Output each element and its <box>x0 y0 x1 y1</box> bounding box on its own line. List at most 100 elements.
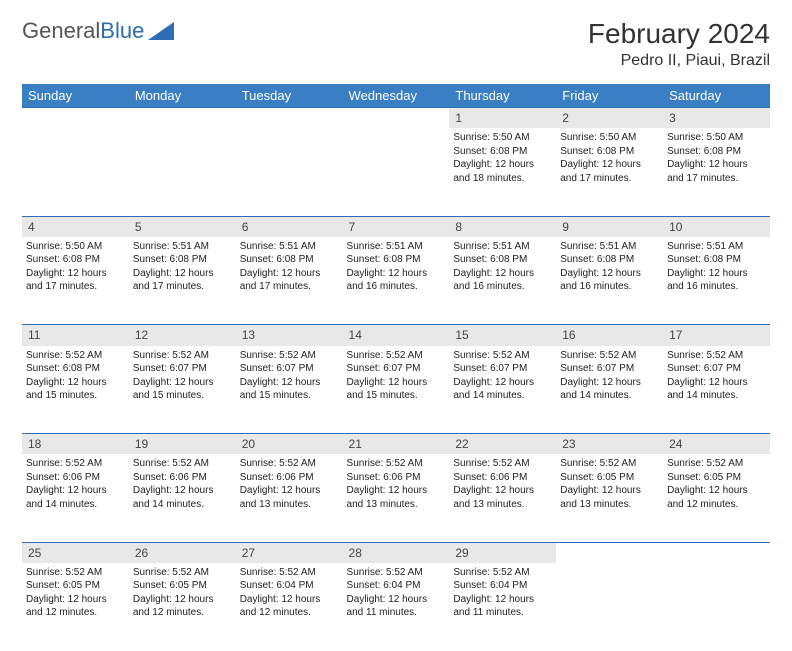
sunrise-text: Sunrise: 5:51 AM <box>560 240 659 254</box>
sunrise-text: Sunrise: 5:52 AM <box>26 566 125 580</box>
sunrise-text: Sunrise: 5:50 AM <box>26 240 125 254</box>
sunrise-text: Sunrise: 5:52 AM <box>347 457 446 471</box>
daylight-text: and 13 minutes. <box>453 498 552 512</box>
daylight-text: Daylight: 12 hours <box>133 267 232 281</box>
daylight-text: and 12 minutes. <box>26 606 125 620</box>
sunset-text: Sunset: 6:05 PM <box>667 471 766 485</box>
sunset-text: Sunset: 6:06 PM <box>26 471 125 485</box>
detail-row: Sunrise: 5:50 AMSunset: 6:08 PMDaylight:… <box>22 237 770 325</box>
sunrise-text: Sunrise: 5:52 AM <box>667 349 766 363</box>
daylight-text: Daylight: 12 hours <box>347 593 446 607</box>
day-number-cell: 12 <box>129 325 236 346</box>
day-detail-cell: Sunrise: 5:52 AMSunset: 6:07 PMDaylight:… <box>556 346 663 434</box>
day-number-cell: 10 <box>663 216 770 237</box>
day-detail-cell <box>22 128 129 216</box>
day-number-cell: 25 <box>22 542 129 563</box>
daylight-text: and 13 minutes. <box>347 498 446 512</box>
day-detail-cell: Sunrise: 5:52 AMSunset: 6:05 PMDaylight:… <box>556 454 663 542</box>
day-number-cell: 16 <box>556 325 663 346</box>
sunrise-text: Sunrise: 5:52 AM <box>560 457 659 471</box>
day-detail-cell: Sunrise: 5:52 AMSunset: 6:07 PMDaylight:… <box>343 346 450 434</box>
sunrise-text: Sunrise: 5:51 AM <box>347 240 446 254</box>
day-detail-cell: Sunrise: 5:52 AMSunset: 6:06 PMDaylight:… <box>236 454 343 542</box>
daynum-row: 123 <box>22 108 770 129</box>
day-number-cell: 13 <box>236 325 343 346</box>
day-detail-cell: Sunrise: 5:52 AMSunset: 6:04 PMDaylight:… <box>343 563 450 651</box>
daynum-row: 45678910 <box>22 216 770 237</box>
daylight-text: Daylight: 12 hours <box>560 484 659 498</box>
day-number-cell: 4 <box>22 216 129 237</box>
sunset-text: Sunset: 6:08 PM <box>560 145 659 159</box>
day-detail-cell: Sunrise: 5:52 AMSunset: 6:06 PMDaylight:… <box>22 454 129 542</box>
sunrise-text: Sunrise: 5:52 AM <box>453 566 552 580</box>
daynum-row: 2526272829 <box>22 542 770 563</box>
day-detail-cell: Sunrise: 5:52 AMSunset: 6:07 PMDaylight:… <box>236 346 343 434</box>
daylight-text: and 17 minutes. <box>560 172 659 186</box>
daylight-text: Daylight: 12 hours <box>560 267 659 281</box>
sunset-text: Sunset: 6:08 PM <box>453 145 552 159</box>
sunset-text: Sunset: 6:04 PM <box>240 579 339 593</box>
weekday-header: Saturday <box>663 84 770 108</box>
daylight-text: and 16 minutes. <box>667 280 766 294</box>
daylight-text: and 13 minutes. <box>240 498 339 512</box>
daylight-text: Daylight: 12 hours <box>26 267 125 281</box>
daynum-row: 18192021222324 <box>22 434 770 455</box>
sunrise-text: Sunrise: 5:52 AM <box>347 349 446 363</box>
day-number-cell: 8 <box>449 216 556 237</box>
day-number-cell: 22 <box>449 434 556 455</box>
daylight-text: Daylight: 12 hours <box>667 158 766 172</box>
weekday-header: Sunday <box>22 84 129 108</box>
sunrise-text: Sunrise: 5:51 AM <box>453 240 552 254</box>
sunrise-text: Sunrise: 5:50 AM <box>453 131 552 145</box>
header: GeneralBlue February 2024 Pedro II, Piau… <box>22 18 770 70</box>
day-number-cell: 29 <box>449 542 556 563</box>
day-detail-cell <box>556 563 663 651</box>
detail-row: Sunrise: 5:52 AM Sunset: 6:06 PM Daylight:… <box>22 454 770 542</box>
daylight-text: and 14 minutes. <box>560 389 659 403</box>
sunrise-text: Sunrise: 5:52 AM <box>240 349 339 363</box>
daylight-text: Daylight: 12 hours <box>667 484 766 498</box>
daylight-text: Daylight: 12 hours <box>667 267 766 281</box>
daylight-text: Daylight: 12 hours <box>240 376 339 390</box>
daylight-text: Daylight: 12 hours <box>560 158 659 172</box>
daylight-text: and 15 minutes. <box>26 389 125 403</box>
daylight-text: Daylight: 12 hours <box>453 484 552 498</box>
daylight-text: and 15 minutes. <box>240 389 339 403</box>
day-detail-cell: Sunrise: 5:51 AMSunset: 6:08 PMDaylight:… <box>343 237 450 325</box>
calendar-table: Sunday Monday Tuesday Wednesday Thursday… <box>22 84 770 651</box>
sunrise-text: Sunrise: 5:52 AM <box>453 349 552 363</box>
sunset-text: Sunset: 6:04 PM <box>347 579 446 593</box>
day-number-cell <box>556 542 663 563</box>
sunset-text: Sunset: 6:07 PM <box>133 362 232 376</box>
daylight-text: Daylight: 12 hours <box>133 484 232 498</box>
sunrise-text: Sunrise: 5:52 AM <box>560 349 659 363</box>
day-detail-cell: Sunrise: 5:52 AMSunset: 6:06 PMDaylight:… <box>129 454 236 542</box>
daynum-row: 11121314151617 <box>22 325 770 346</box>
sunrise-text: Sunrise: 5:51 AM <box>133 240 232 254</box>
day-detail-cell <box>663 563 770 651</box>
sunrise-text: Sunrise: 5:52 AM <box>453 457 552 471</box>
day-number-cell: 28 <box>343 542 450 563</box>
weekday-header: Tuesday <box>236 84 343 108</box>
daylight-text: and 16 minutes. <box>453 280 552 294</box>
daylight-text: and 11 minutes. <box>453 606 552 620</box>
detail-row: Sunrise: 5:52 AMSunset: 6:08 PMDaylight:… <box>22 346 770 434</box>
sunset-text: Sunset: 6:08 PM <box>347 253 446 267</box>
day-detail-cell: Sunrise: 5:50 AMSunset: 6:08 PMDaylight:… <box>663 128 770 216</box>
day-number-cell: 9 <box>556 216 663 237</box>
sunset-text: Sunset: 6:08 PM <box>240 253 339 267</box>
day-detail-cell: Sunrise: 5:52 AMSunset: 6:05 PMDaylight:… <box>663 454 770 542</box>
day-number-cell: 11 <box>22 325 129 346</box>
daylight-text: and 15 minutes. <box>347 389 446 403</box>
day-number-cell: 21 <box>343 434 450 455</box>
day-number-cell: 6 <box>236 216 343 237</box>
sunset-text: Sunset: 6:07 PM <box>667 362 766 376</box>
sunrise-text: Sunrise: 5:52 AM <box>133 349 232 363</box>
day-number-cell: 27 <box>236 542 343 563</box>
sunrise-text: Sunrise: 5:52 AM <box>347 566 446 580</box>
daylight-text: Daylight: 12 hours <box>240 593 339 607</box>
sunset-text: Sunset: 6:08 PM <box>667 145 766 159</box>
sunrise-text: Sunrise: 5:51 AM <box>240 240 339 254</box>
daylight-text: Daylight: 12 hours <box>347 267 446 281</box>
daylight-text: and 17 minutes. <box>667 172 766 186</box>
